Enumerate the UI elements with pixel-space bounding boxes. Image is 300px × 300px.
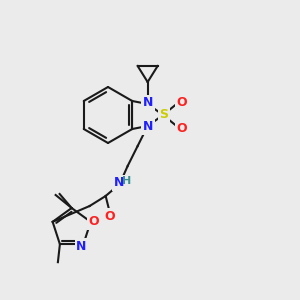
Text: N: N [142, 121, 153, 134]
Text: H: H [122, 176, 131, 186]
Text: O: O [177, 122, 188, 134]
Text: O: O [104, 209, 115, 223]
Text: N: N [76, 240, 87, 253]
Text: O: O [88, 215, 99, 228]
Text: O: O [177, 95, 188, 109]
Text: N: N [113, 176, 124, 190]
Text: N: N [142, 97, 153, 110]
Text: S: S [160, 109, 169, 122]
